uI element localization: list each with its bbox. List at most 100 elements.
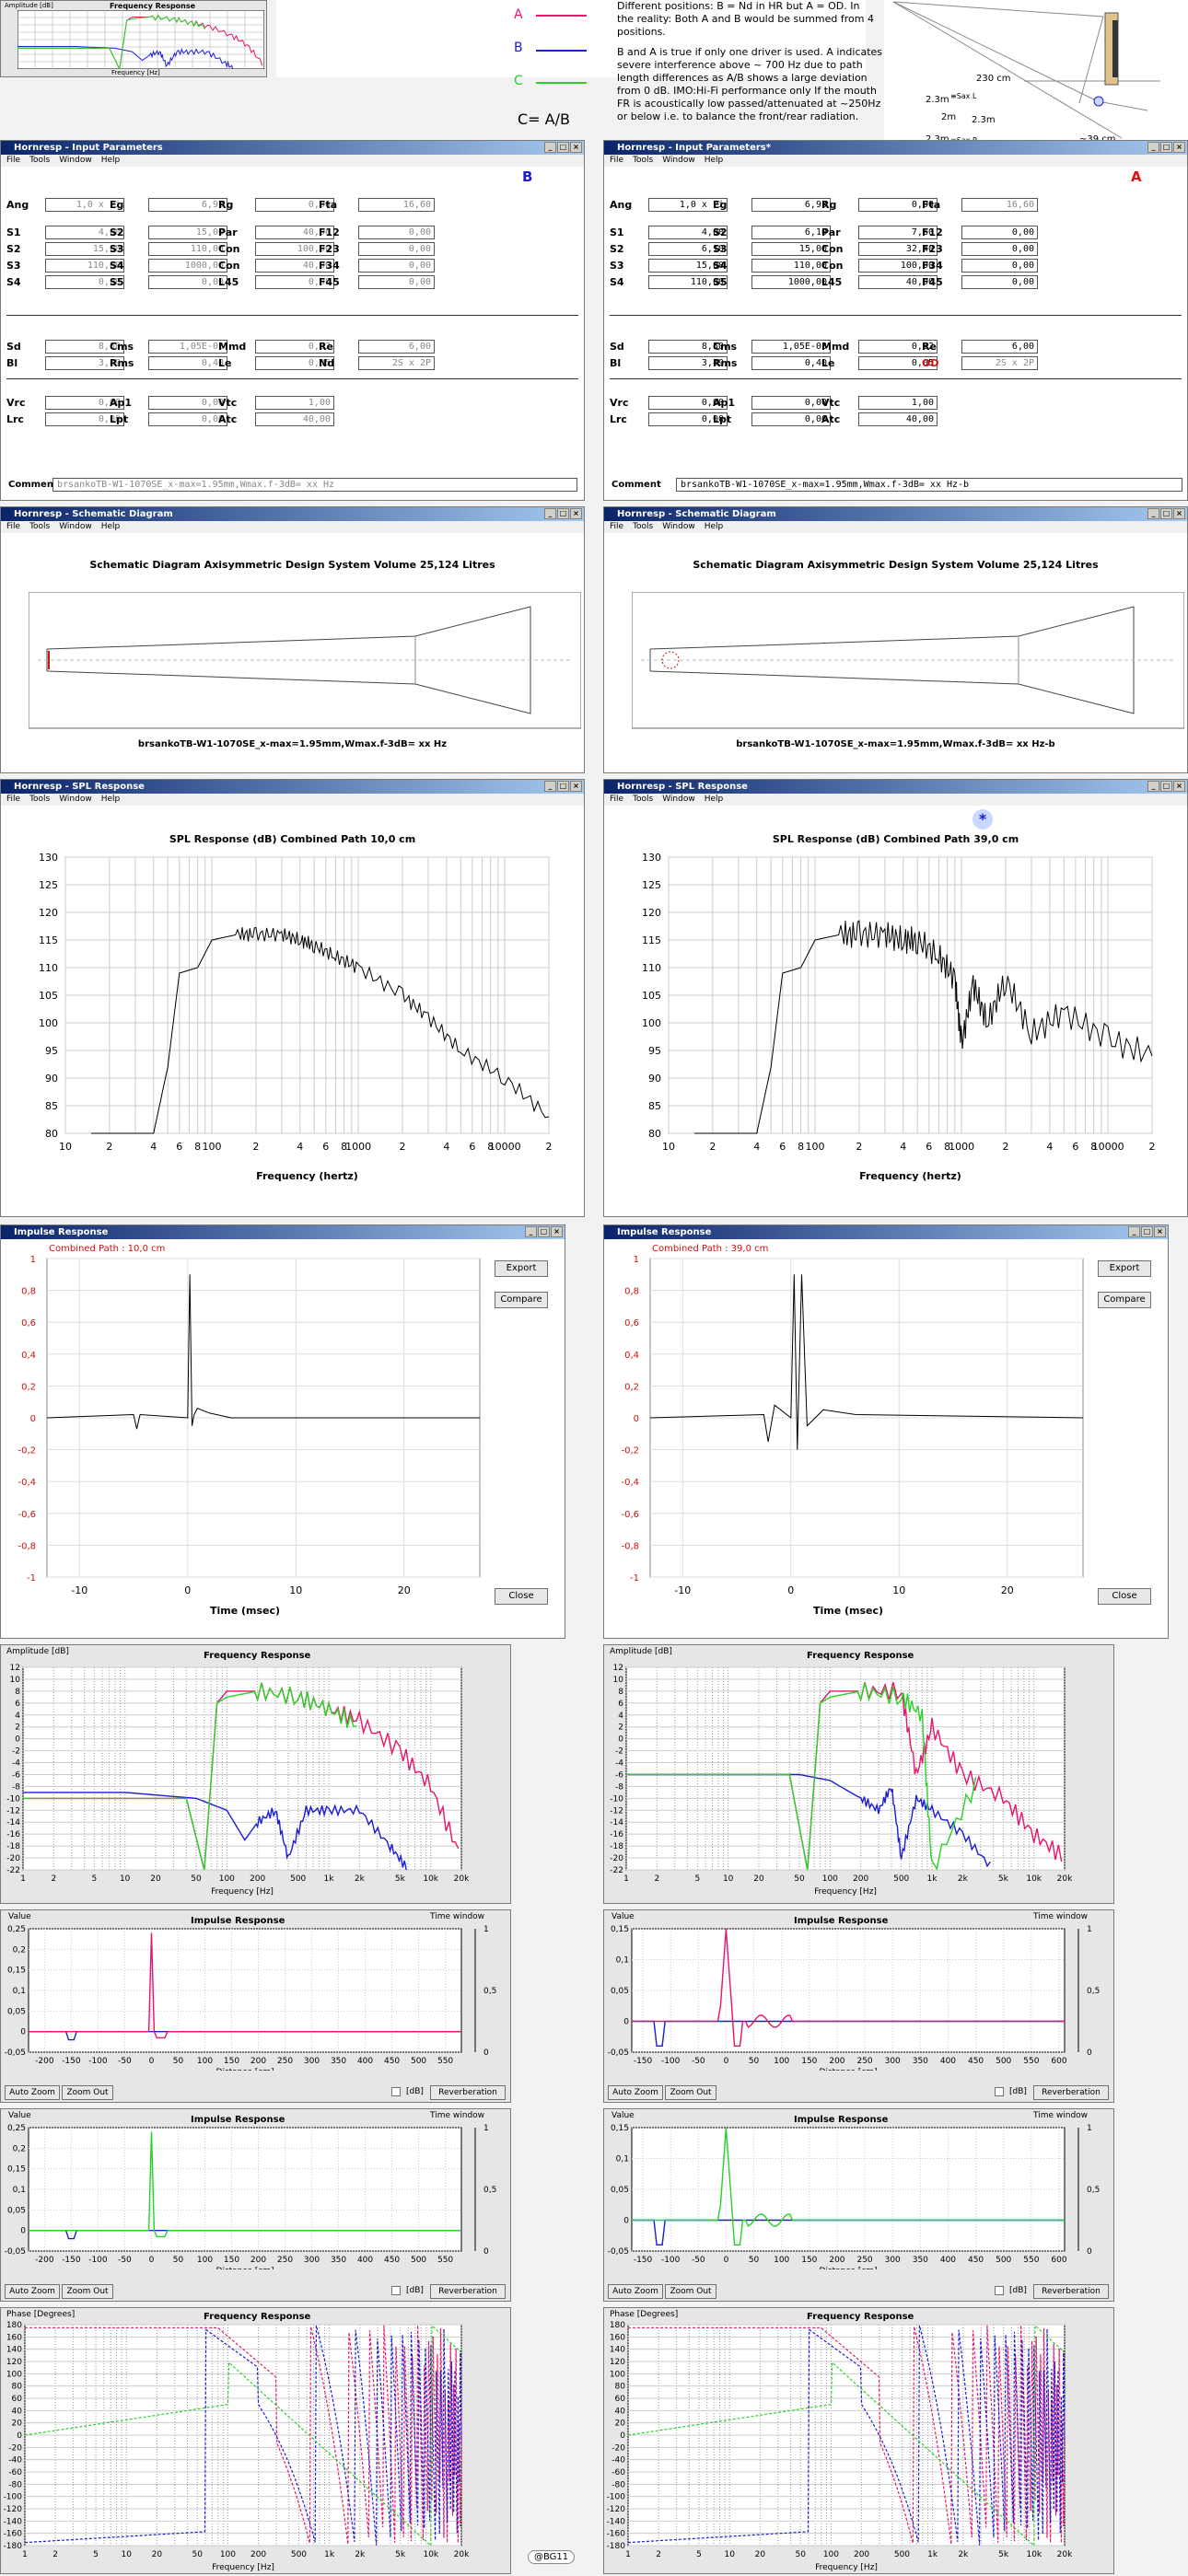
param-field-vtc[interactable]: 1,00 (858, 396, 938, 410)
param-field-f34[interactable]: 0,00 (961, 259, 1038, 273)
db-checkbox[interactable] (391, 2087, 401, 2096)
minimize-button[interactable]: _ (1147, 781, 1159, 792)
param-field-con[interactable]: 100,00 (255, 242, 334, 256)
input-parameters-window-a-titlebar[interactable]: Hornresp - Input Parameters* _ □ × (604, 141, 1187, 155)
param-field-rms[interactable]: 0,40 (751, 356, 831, 370)
param-field-vrc[interactable]: 0,00 (45, 396, 124, 410)
impulse-window-b-titlebar[interactable]: Impulse Response _ □ × (1, 1225, 565, 1239)
maximize-button[interactable]: □ (1160, 781, 1172, 792)
close-button[interactable]: × (570, 508, 582, 519)
spl-window-a-titlebar[interactable]: Hornresp - SPL Response _ □ × (604, 780, 1187, 794)
menu-tools[interactable]: Tools (633, 156, 654, 165)
param-field-s4b[interactable]: 0,00 (45, 275, 124, 289)
param-field-s3[interactable]: 15,00 (751, 242, 831, 256)
db-checkbox[interactable] (391, 2286, 401, 2295)
param-field-nd[interactable]: 2S x 2P (961, 356, 1038, 370)
maximize-button[interactable]: □ (538, 1226, 550, 1237)
menu-help[interactable]: Help (704, 522, 724, 531)
compare-button[interactable]: Compare (1098, 1292, 1151, 1308)
menu-tools[interactable]: Tools (633, 795, 654, 804)
minimize-button[interactable]: _ (1128, 1226, 1140, 1237)
maximize-button[interactable]: □ (1160, 508, 1172, 519)
menu-tools[interactable]: Tools (29, 795, 51, 804)
param-field-con2[interactable]: 40,00 (255, 259, 334, 273)
param-field-lrc[interactable]: 0,00 (45, 412, 124, 426)
minimize-button[interactable]: _ (544, 781, 556, 792)
param-field-s5[interactable]: 0,00 (148, 275, 227, 289)
param-field-vrc[interactable]: 0,00 (648, 396, 728, 410)
param-field-par[interactable]: 7,60 (858, 226, 938, 239)
param-field-sd[interactable]: 8,50 (45, 340, 124, 354)
param-field-s4[interactable]: 1000,00 (148, 259, 227, 273)
param-field-lrc[interactable]: 0,00 (648, 412, 728, 426)
param-field-s2[interactable]: 6,10 (751, 226, 831, 239)
comment-field[interactable]: brsankoTB-W1-1070SE_x-max=1.95mm,Wmax.f-… (52, 478, 577, 492)
minimize-button[interactable]: _ (1147, 142, 1159, 153)
param-field-cms[interactable]: 1,05E-03 (751, 340, 831, 354)
param-field-rg[interactable]: 0,00 (255, 198, 334, 212)
menu-file[interactable]: File (610, 795, 624, 804)
menu-window[interactable]: Window (662, 156, 695, 165)
schematic-window-b-titlebar[interactable]: Hornresp - Schematic Diagram _ □ × (1, 507, 584, 521)
param-field-rg[interactable]: 0,00 (858, 198, 938, 212)
input-parameters-window-b-titlebar[interactable]: Hornresp - Input Parameters _ □ × (1, 141, 584, 155)
close-button[interactable]: × (570, 142, 582, 153)
param-field-s1[interactable]: 4,00 (648, 226, 728, 239)
menu-help[interactable]: Help (100, 795, 121, 804)
param-field-eg[interactable]: 6,93 (751, 198, 831, 212)
param-field-ang[interactable]: 1,0 x Pi (45, 198, 124, 212)
param-field-ap1[interactable]: 0,00 (751, 396, 831, 410)
maximize-button[interactable]: □ (557, 142, 569, 153)
param-field-s1[interactable]: 4,00 (45, 226, 124, 239)
param-field-f34[interactable]: 0,00 (358, 259, 435, 273)
menu-tools[interactable]: Tools (29, 522, 51, 531)
close-button[interactable]: × (1173, 508, 1185, 519)
auto-zoom-button[interactable]: Auto Zoom (608, 2085, 663, 2100)
menu-file[interactable]: File (6, 795, 21, 804)
minimize-button[interactable]: _ (1147, 508, 1159, 519)
param-field-nd[interactable]: 2S x 2P (358, 356, 435, 370)
param-field-eg[interactable]: 6,93 (148, 198, 227, 212)
export-button[interactable]: Export (495, 1260, 548, 1277)
menu-help[interactable]: Help (704, 156, 724, 165)
param-field-s3b[interactable]: 15,00 (648, 259, 728, 273)
param-field-con[interactable]: 32,40 (858, 242, 938, 256)
param-field-mmd[interactable]: 0,82 (858, 340, 938, 354)
menu-tools[interactable]: Tools (633, 522, 654, 531)
maximize-button[interactable]: □ (1141, 1226, 1153, 1237)
param-field-fta[interactable]: 16,60 (358, 198, 435, 212)
param-field-f45[interactable]: 0,00 (961, 275, 1038, 289)
compare-button[interactable]: Compare (495, 1292, 548, 1308)
auto-zoom-button[interactable]: Auto Zoom (5, 2284, 60, 2299)
param-field-lpt[interactable]: 0,00 (148, 412, 227, 426)
schematic-window-a-titlebar[interactable]: Hornresp - Schematic Diagram _ □ × (604, 507, 1187, 521)
param-field-s2b[interactable]: 15,00 (45, 242, 124, 256)
close-button[interactable]: × (551, 1226, 563, 1237)
param-field-vtc[interactable]: 1,00 (255, 396, 334, 410)
close-button[interactable]: × (570, 781, 582, 792)
reverberation-button[interactable]: Reverberation (430, 2284, 506, 2299)
param-field-le[interactable]: 0,05 (858, 356, 938, 370)
menu-window[interactable]: Window (59, 156, 92, 165)
close-button[interactable]: × (1173, 142, 1185, 153)
db-checkbox[interactable] (995, 2286, 1004, 2295)
param-field-le[interactable]: 0,05 (255, 356, 334, 370)
comment-field[interactable]: brsankoTB-W1-1070SE_x-max=1.95mm,Wmax.f-… (676, 478, 1182, 492)
param-field-ap1[interactable]: 0,00 (148, 396, 227, 410)
param-field-re[interactable]: 6,00 (961, 340, 1038, 354)
param-field-f12[interactable]: 0,00 (358, 226, 435, 239)
menu-help[interactable]: Help (100, 156, 121, 165)
export-button[interactable]: Export (1098, 1260, 1151, 1277)
zoom-out-button[interactable]: Zoom Out (62, 2284, 113, 2299)
param-field-s3[interactable]: 110,00 (148, 242, 227, 256)
minimize-button[interactable]: _ (544, 508, 556, 519)
param-field-s4[interactable]: 110,00 (751, 259, 831, 273)
close-button[interactable]: × (1154, 1226, 1166, 1237)
auto-zoom-button[interactable]: Auto Zoom (5, 2085, 60, 2100)
menu-window[interactable]: Window (59, 795, 92, 804)
param-field-rms[interactable]: 0,40 (148, 356, 227, 370)
param-field-f12[interactable]: 0,00 (961, 226, 1038, 239)
param-field-atc[interactable]: 40,00 (255, 412, 334, 426)
param-field-f23[interactable]: 0,00 (358, 242, 435, 256)
param-field-s2b[interactable]: 6,10 (648, 242, 728, 256)
